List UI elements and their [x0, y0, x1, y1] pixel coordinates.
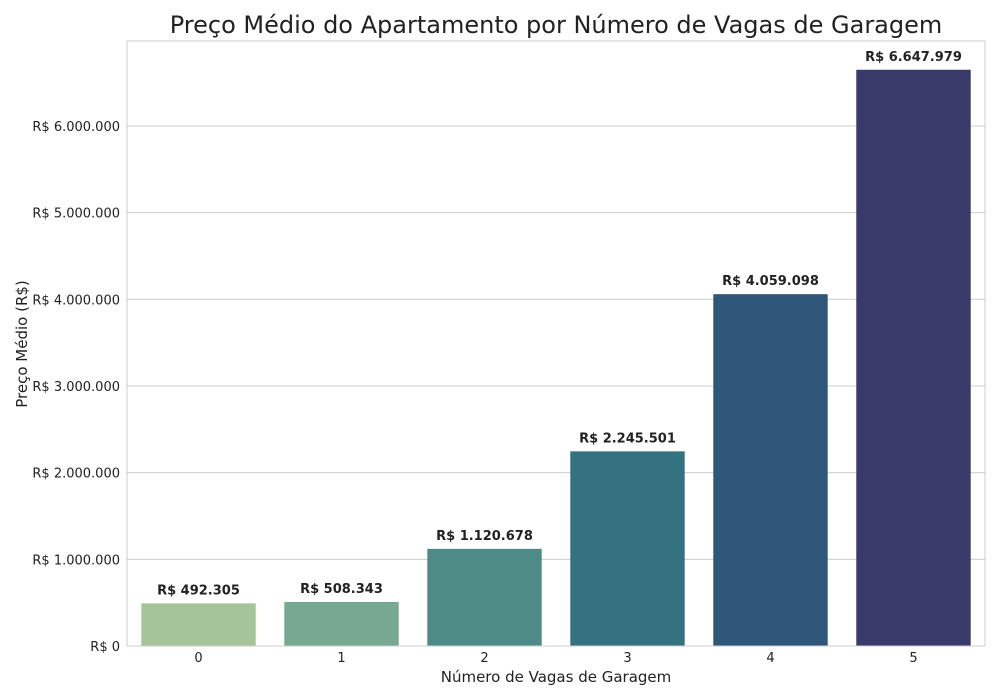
y-tick-label: R$ 2.000.000 [32, 467, 120, 482]
x-axis-ticks: 0 1 2 3 4 5 [194, 651, 917, 666]
bar-value-label: R$ 2.245.501 [579, 431, 676, 446]
bar [713, 294, 828, 646]
y-tick-label: R$ 5.000.000 [32, 207, 120, 222]
y-axis-label: Preço Médio (R$) [13, 280, 31, 408]
bar [570, 451, 685, 646]
plot-frame [126, 40, 986, 647]
grid-lines [127, 125, 985, 560]
bar-value-label: R$ 1.120.678 [436, 529, 533, 544]
x-tick-label: 3 [623, 651, 631, 666]
bars [141, 69, 971, 647]
x-tick-label: 4 [766, 651, 774, 666]
data-labels: R$ 492.305 R$ 508.343 R$ 1.120.678 R$ 2.245… [157, 50, 962, 599]
chart-title: Preço Médio do Apartamento por Número de… [170, 11, 943, 39]
y-tick-label: R$ 1.000.000 [32, 553, 120, 568]
x-tick-label: 0 [194, 651, 202, 666]
x-tick-label: 2 [480, 651, 488, 666]
bar [427, 548, 542, 646]
x-tick-label: 1 [337, 651, 345, 666]
bar-value-label: R$ 4.059.098 [722, 274, 819, 289]
bar [856, 69, 971, 647]
y-tick-label: R$ 3.000.000 [32, 380, 120, 395]
bar [141, 603, 256, 646]
bar-value-label: R$ 492.305 [157, 583, 240, 598]
y-tick-label: R$ 4.000.000 [32, 293, 120, 308]
bar [284, 601, 399, 646]
y-tick-label: R$ 6.000.000 [32, 120, 120, 135]
bar-value-label: R$ 6.647.979 [865, 50, 962, 65]
y-axis-ticks: R$ 0 R$ 1.000.000 R$ 2.000.000 R$ 3.000.000… [32, 120, 120, 655]
x-axis-label: Número de Vagas de Garagem [441, 668, 672, 686]
x-tick-label: 5 [909, 651, 917, 666]
y-tick-label: R$ 0 [90, 640, 120, 655]
bar-value-label: R$ 508.343 [300, 582, 383, 597]
